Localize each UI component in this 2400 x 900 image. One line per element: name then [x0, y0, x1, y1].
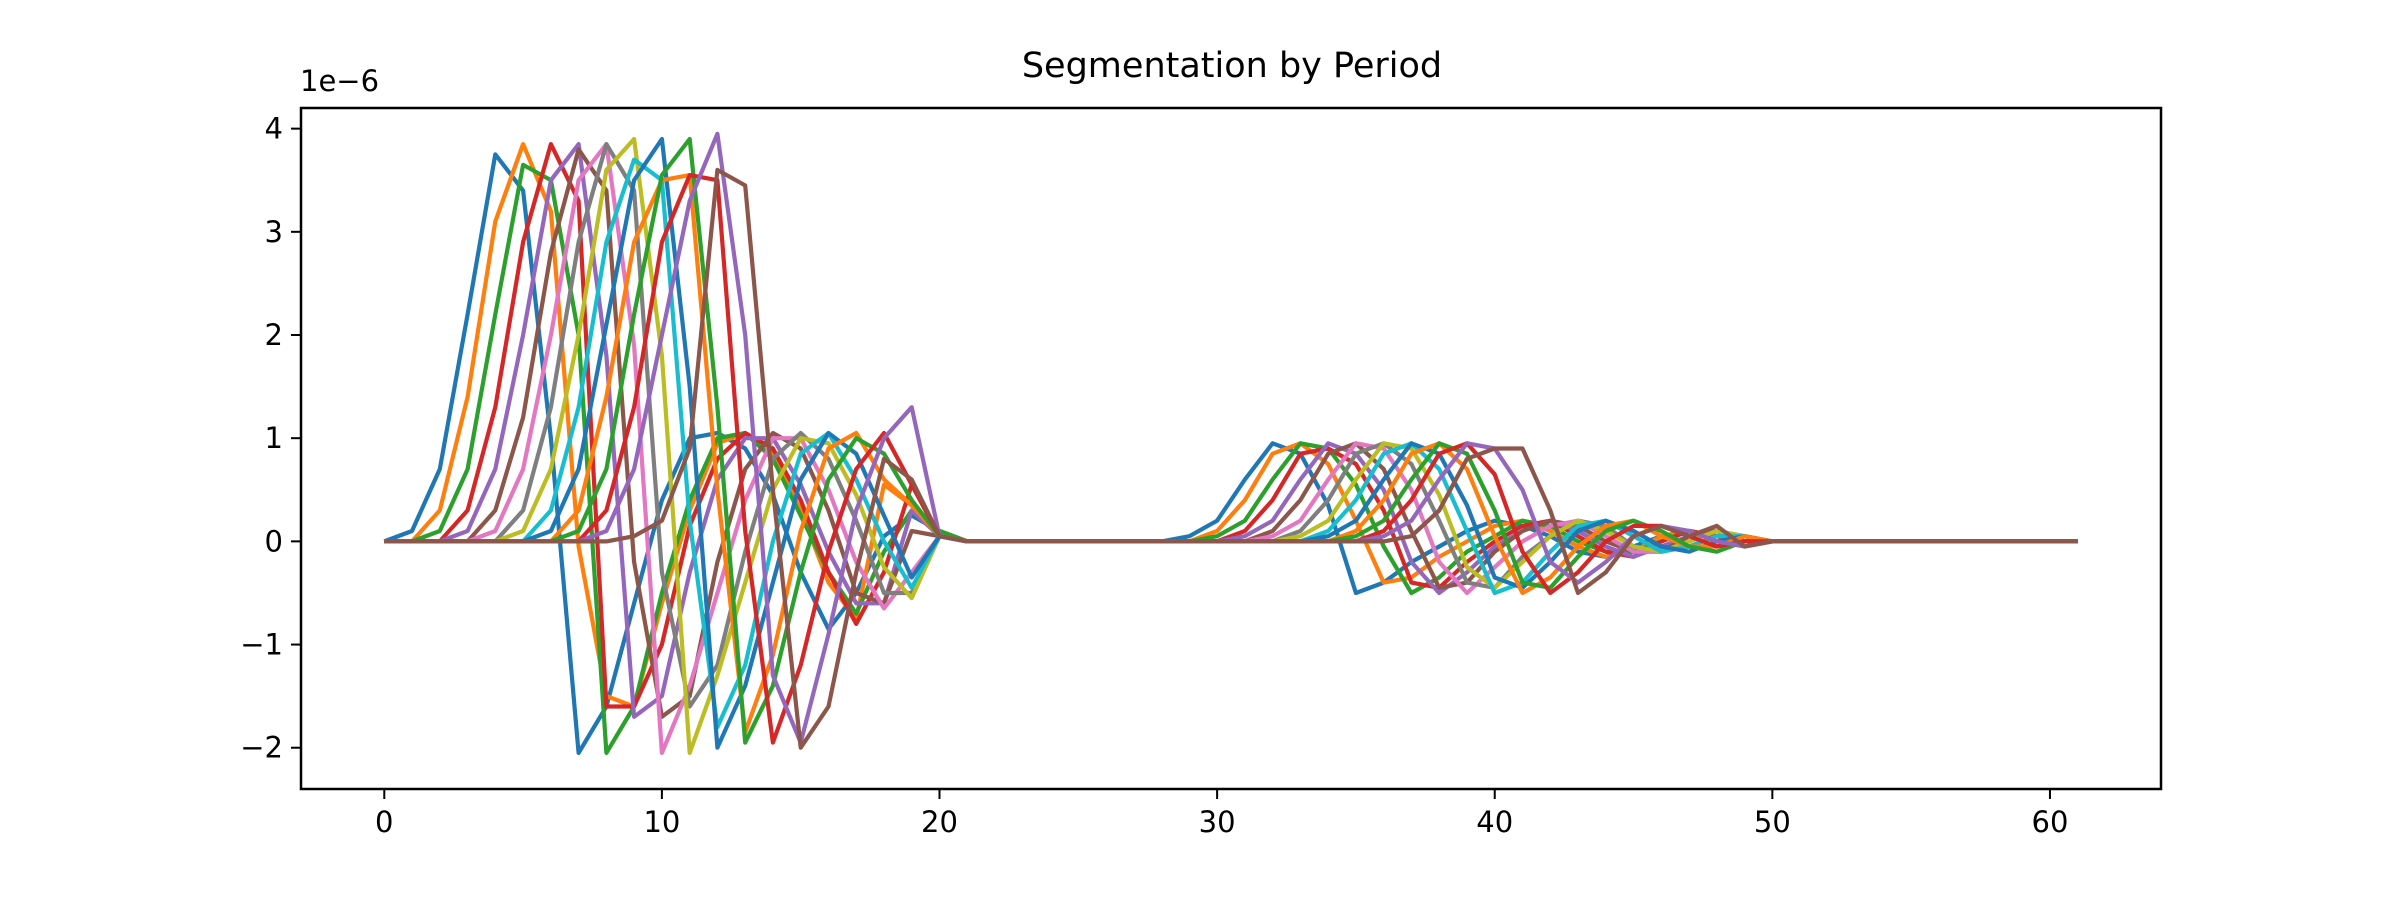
- x-tick-label: 0: [375, 805, 393, 839]
- x-tick-label: 50: [1754, 805, 1791, 839]
- series-line-16: [384, 167, 2078, 750]
- x-tick-label: 30: [1199, 805, 1236, 839]
- plot-frame: [299, 106, 2163, 791]
- y-axis-offset-label: 1e−6: [300, 64, 379, 98]
- x-tick-label: 10: [643, 805, 680, 839]
- x-tick-label: 40: [1476, 805, 1513, 839]
- y-tick-label: 4: [265, 112, 283, 146]
- y-tick-label: 3: [265, 215, 283, 249]
- x-tick-label: 20: [921, 805, 958, 839]
- y-tick-label: 2: [265, 318, 283, 352]
- y-tick-label: −2: [240, 731, 283, 765]
- y-axis: −2 −1 0 1 2 3 4: [240, 112, 301, 765]
- x-tick-label: 60: [2032, 805, 2069, 839]
- x-axis: 0 10 20 30 40 50 60: [375, 789, 2068, 839]
- y-tick-label: 1: [265, 421, 283, 455]
- series-layer: [383, 131, 2078, 756]
- chart-title: Segmentation by Period: [1022, 46, 1442, 86]
- y-tick-label: −1: [240, 628, 283, 662]
- y-tick-label: 0: [265, 524, 283, 558]
